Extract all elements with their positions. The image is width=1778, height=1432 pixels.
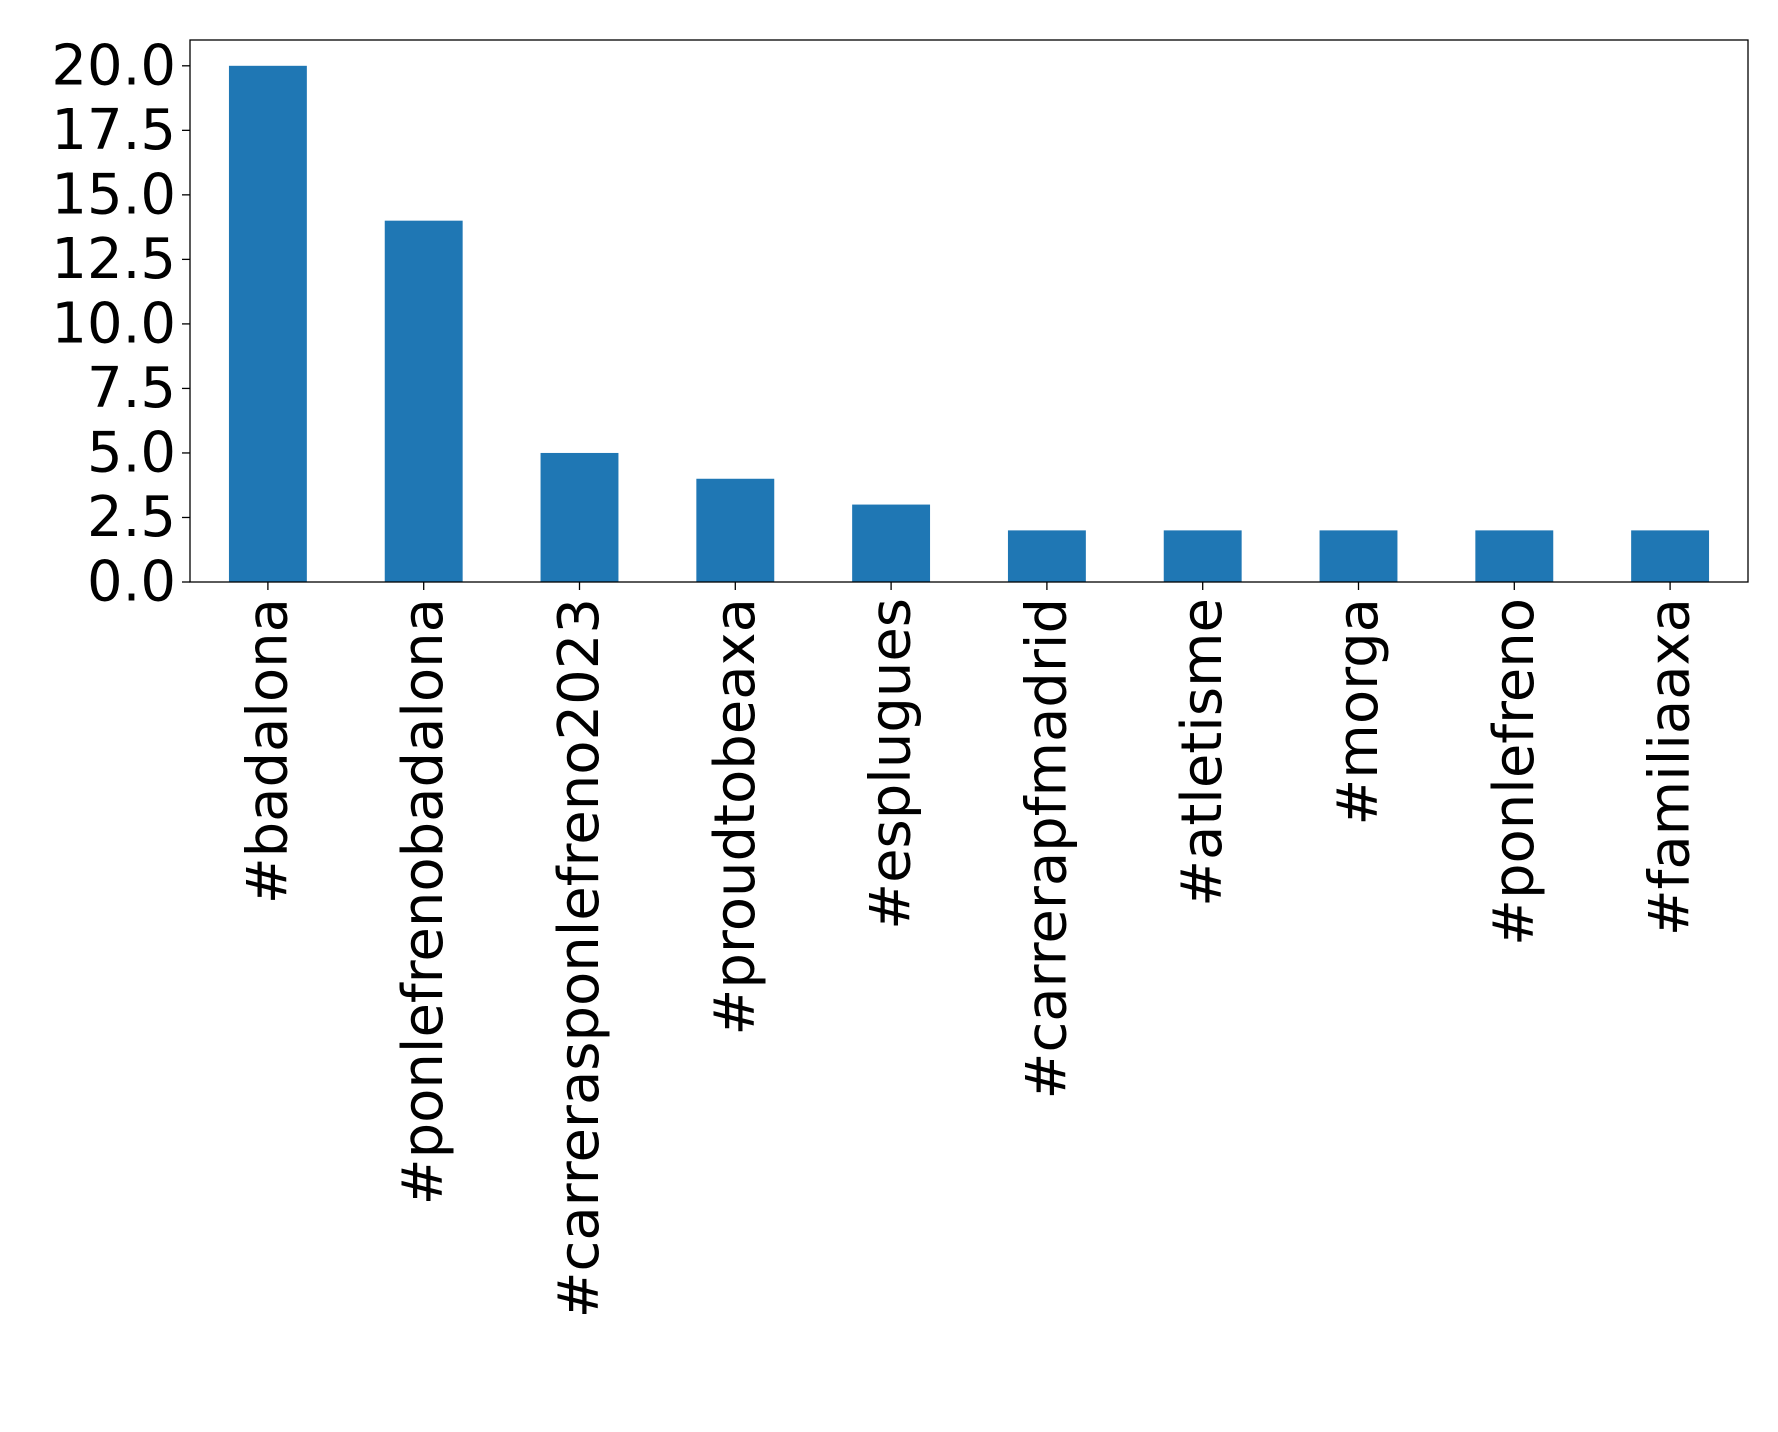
bars-layer bbox=[228, 65, 1710, 583]
y-tick-label: 17.5 bbox=[51, 98, 176, 163]
y-tick-label: 0.0 bbox=[87, 550, 176, 615]
y-tick-label: 20.0 bbox=[51, 33, 176, 98]
x-tick-label: #proudtobeaxa bbox=[703, 598, 768, 1036]
bar-badalona bbox=[228, 65, 307, 583]
bar-familiaaxa bbox=[1631, 530, 1710, 582]
x-tick-label: #badalona bbox=[235, 598, 300, 904]
x-tick-label: #atletisme bbox=[1170, 598, 1235, 907]
plot-area-frame bbox=[189, 39, 1749, 583]
x-tick-label: #ponlefreno bbox=[1482, 598, 1547, 946]
x-tick-label: #carrerapfmadrid bbox=[1014, 598, 1079, 1099]
bar-esplugues bbox=[852, 504, 931, 582]
x-tick-label: #ponlefrenobadalona bbox=[391, 598, 456, 1205]
y-tick-label: 5.0 bbox=[87, 420, 176, 485]
bar-proudtobeaxa bbox=[696, 478, 775, 582]
bar-ponlefrenobadalona bbox=[384, 220, 463, 582]
x-tick-label: #morga bbox=[1326, 598, 1391, 826]
bar-ponlefreno bbox=[1475, 530, 1554, 582]
y-tick-label: 15.0 bbox=[51, 162, 176, 227]
bar-morga bbox=[1319, 530, 1398, 582]
bar-carrerasponlefreno2023 bbox=[540, 452, 619, 582]
x-tick-label: #carrerasponlefreno2023 bbox=[547, 598, 612, 1318]
bar-carrerapfmadrid bbox=[1007, 530, 1086, 582]
x-tick-label: #familiaaxa bbox=[1638, 598, 1703, 936]
y-tick-label: 10.0 bbox=[51, 291, 176, 356]
y-tick-label: 2.5 bbox=[87, 485, 176, 550]
bar-atletisme bbox=[1163, 530, 1242, 582]
x-tick-label: #esplugues bbox=[859, 598, 924, 930]
y-axis: 0.02.55.07.510.012.515.017.520.0 bbox=[51, 33, 190, 615]
y-tick-label: 7.5 bbox=[87, 356, 176, 421]
y-tick-label: 12.5 bbox=[51, 227, 176, 292]
x-axis: #badalona #ponlefrenobadalona #carreraspon… bbox=[235, 582, 1703, 1318]
